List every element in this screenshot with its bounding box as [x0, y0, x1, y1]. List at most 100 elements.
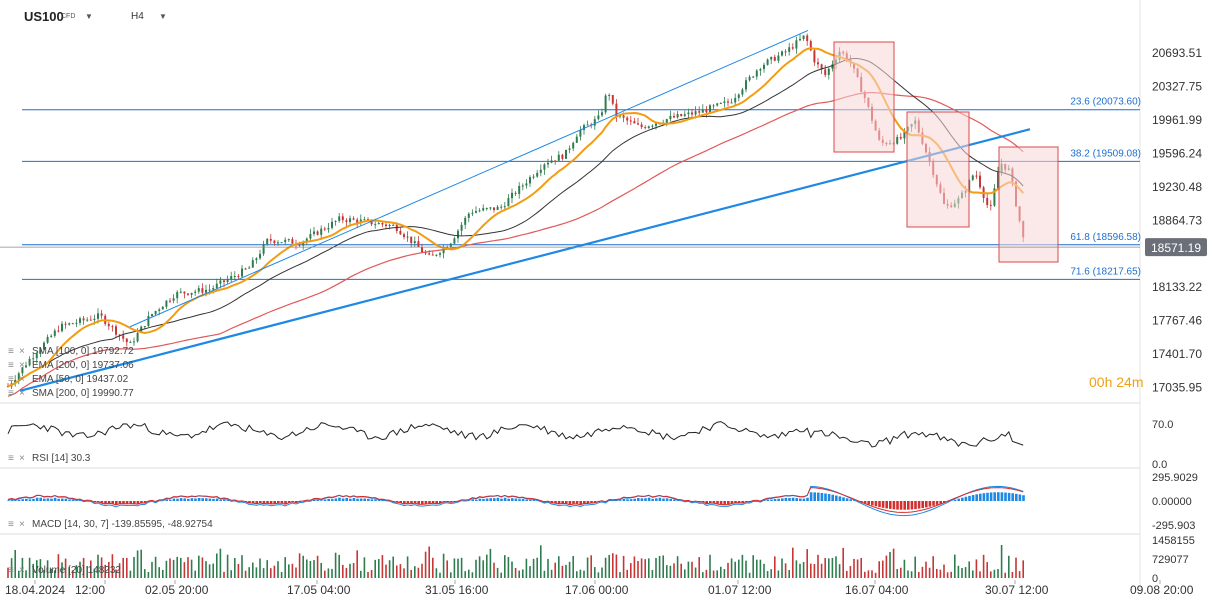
candle — [129, 341, 132, 343]
volume-bar — [190, 559, 193, 578]
volume-bar — [266, 560, 268, 578]
volume-bar — [658, 555, 661, 578]
volume-bar — [338, 554, 340, 578]
macd-bar — [637, 497, 640, 501]
symbol-dropdown-icon[interactable]: ▼ — [85, 12, 93, 21]
volume-bar — [630, 563, 632, 578]
volume-bar — [136, 550, 139, 578]
macd-bar — [593, 501, 597, 503]
volume-bar — [889, 551, 891, 578]
volume-bar — [496, 567, 499, 578]
macd-bar — [136, 501, 140, 504]
volume-bar — [72, 570, 74, 578]
macd-bar — [784, 497, 788, 501]
macd-bar — [79, 500, 82, 501]
macd-bar — [341, 498, 345, 501]
macd-bar — [968, 495, 971, 501]
candle — [75, 322, 78, 324]
rsi-label: RSI [14] 30.3 — [32, 453, 91, 464]
candle — [745, 80, 747, 90]
macd-bar — [334, 498, 338, 501]
volume-bar — [532, 558, 535, 578]
candle — [413, 241, 416, 244]
macd-bar — [773, 499, 777, 501]
volume-bar — [316, 555, 319, 578]
legend-close-icon: × — [19, 360, 25, 371]
macd-bar — [662, 498, 665, 501]
volume-bar — [918, 572, 920, 578]
volume-bar — [493, 562, 495, 578]
price-tick-label: 17401.70 — [1152, 347, 1202, 361]
candle — [561, 154, 564, 159]
volume-bar — [212, 563, 214, 578]
volume-bar — [100, 557, 103, 578]
volume-bar — [565, 564, 567, 578]
macd-bar — [10, 499, 14, 501]
volume-bar — [831, 557, 834, 578]
volume-bar — [363, 557, 366, 578]
candle — [50, 335, 53, 337]
macd-bar — [889, 501, 892, 509]
candle — [57, 330, 60, 332]
macd-bar — [370, 499, 374, 501]
timeframe-selector[interactable]: H4 — [131, 11, 144, 22]
volume-bar — [90, 560, 92, 578]
macd-bar — [802, 498, 806, 501]
volume-bar — [237, 563, 240, 578]
candle — [655, 123, 657, 126]
macd-histogram — [7, 492, 1025, 510]
macd-bar — [496, 497, 500, 501]
macd-bar — [709, 501, 712, 504]
volume-bar — [885, 555, 888, 578]
volume-bar — [1000, 544, 1003, 578]
volume-bar — [176, 556, 178, 578]
time-tick-label: 09.08 20:00 — [1130, 583, 1194, 597]
timeframe-dropdown-icon[interactable]: ▼ — [159, 12, 167, 21]
volume-bar — [86, 565, 88, 578]
macd-bar — [507, 498, 510, 501]
macd-bar — [115, 501, 118, 505]
volume-bar — [280, 572, 283, 578]
volume-bar — [93, 568, 96, 578]
candle — [777, 55, 780, 61]
volume-bar — [57, 554, 60, 578]
volume-bar — [144, 569, 146, 578]
volume-bar — [147, 572, 150, 578]
volume-bar — [82, 557, 85, 578]
volume-bar — [802, 561, 805, 578]
volume-bar — [54, 570, 56, 578]
legend-close-icon: × — [19, 388, 25, 399]
volume-bar — [457, 558, 459, 578]
candle — [194, 291, 197, 293]
macd-bar — [374, 499, 377, 501]
volume-bar — [936, 568, 938, 578]
macd-bar — [439, 501, 442, 504]
candle — [161, 306, 164, 310]
candle — [115, 326, 117, 335]
fib-label: 61.8 (18596.58) — [1070, 232, 1141, 243]
candle — [637, 123, 639, 125]
candle — [46, 336, 49, 343]
macd-bar — [43, 498, 46, 501]
volume-bar — [486, 554, 488, 578]
candle — [770, 56, 773, 60]
candle — [385, 224, 387, 227]
candle — [147, 316, 150, 327]
volume-bar — [813, 563, 816, 578]
candle — [475, 211, 477, 213]
macd-tick-label: 0.00000 — [1152, 496, 1192, 508]
volume-bar — [615, 554, 618, 578]
volume-bar — [230, 570, 232, 578]
candle — [21, 367, 24, 374]
candle — [554, 160, 557, 162]
volume-bar — [61, 562, 63, 578]
candle — [730, 102, 733, 104]
candle — [68, 323, 71, 325]
volume-bar — [583, 570, 585, 578]
volume-bar — [673, 563, 675, 578]
macd-bar — [809, 492, 813, 501]
symbol-title[interactable]: US100 — [24, 9, 64, 24]
candle — [359, 219, 362, 224]
macd-tick-label: 295.9029 — [1152, 472, 1198, 484]
